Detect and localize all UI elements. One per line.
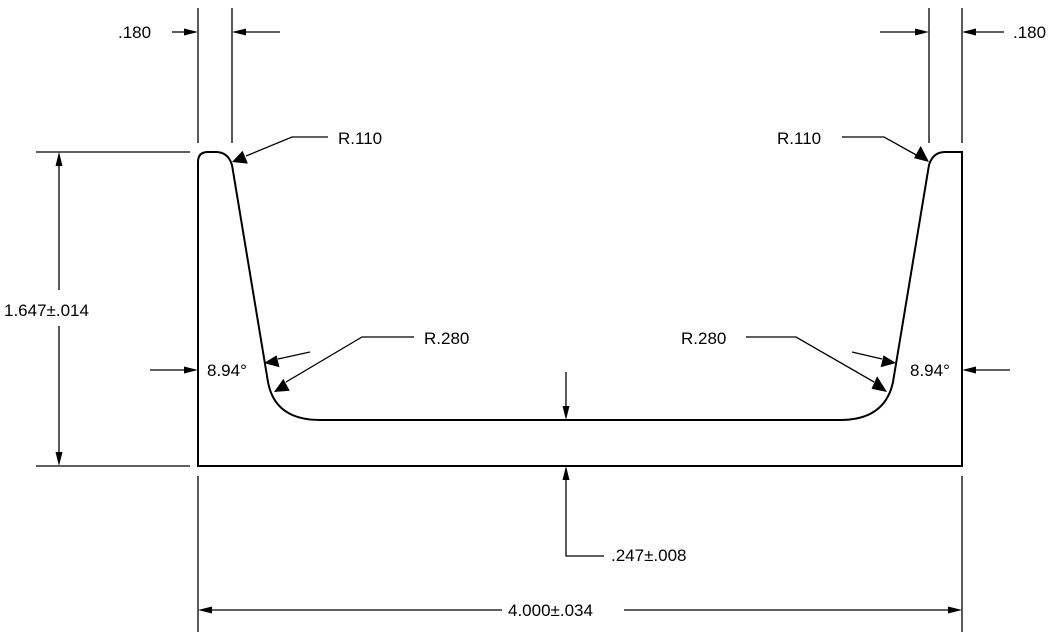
width-label: 4.000±.034	[508, 601, 593, 620]
right-thickness-label: .180	[1013, 23, 1046, 42]
left-top-radius-label: R.110	[338, 129, 382, 148]
base-thickness-label: .247±.008	[611, 546, 687, 565]
height-dimension: 1.647±.014	[4, 151, 190, 467]
height-label: 1.647±.014	[4, 301, 89, 320]
left-angle-dimension: 8.94°	[150, 351, 311, 380]
right-angle-label: 8.94°	[910, 361, 950, 380]
channel-profile	[197, 151, 963, 467]
left-top-radius-callout: R.110	[232, 129, 382, 164]
left-bottom-radius-callout: R.280	[274, 329, 469, 392]
right-top-radius-callout: R.110	[777, 129, 929, 162]
right-bottom-radius-callout: R.280	[681, 329, 887, 392]
base-thickness-dimension: .247±.008	[562, 372, 687, 565]
width-dimension: 4.000±.034	[197, 476, 963, 632]
left-bottom-radius-label: R.280	[424, 329, 469, 348]
right-angle-dimension: 8.94°	[851, 351, 1010, 380]
left-thickness-dimension: .180	[118, 8, 280, 143]
left-angle-label: 8.94°	[207, 361, 247, 380]
right-top-radius-label: R.110	[777, 129, 821, 148]
right-thickness-dimension: .180	[880, 8, 1046, 143]
right-bottom-radius-label: R.280	[681, 329, 726, 348]
left-thickness-label: .180	[118, 23, 151, 42]
